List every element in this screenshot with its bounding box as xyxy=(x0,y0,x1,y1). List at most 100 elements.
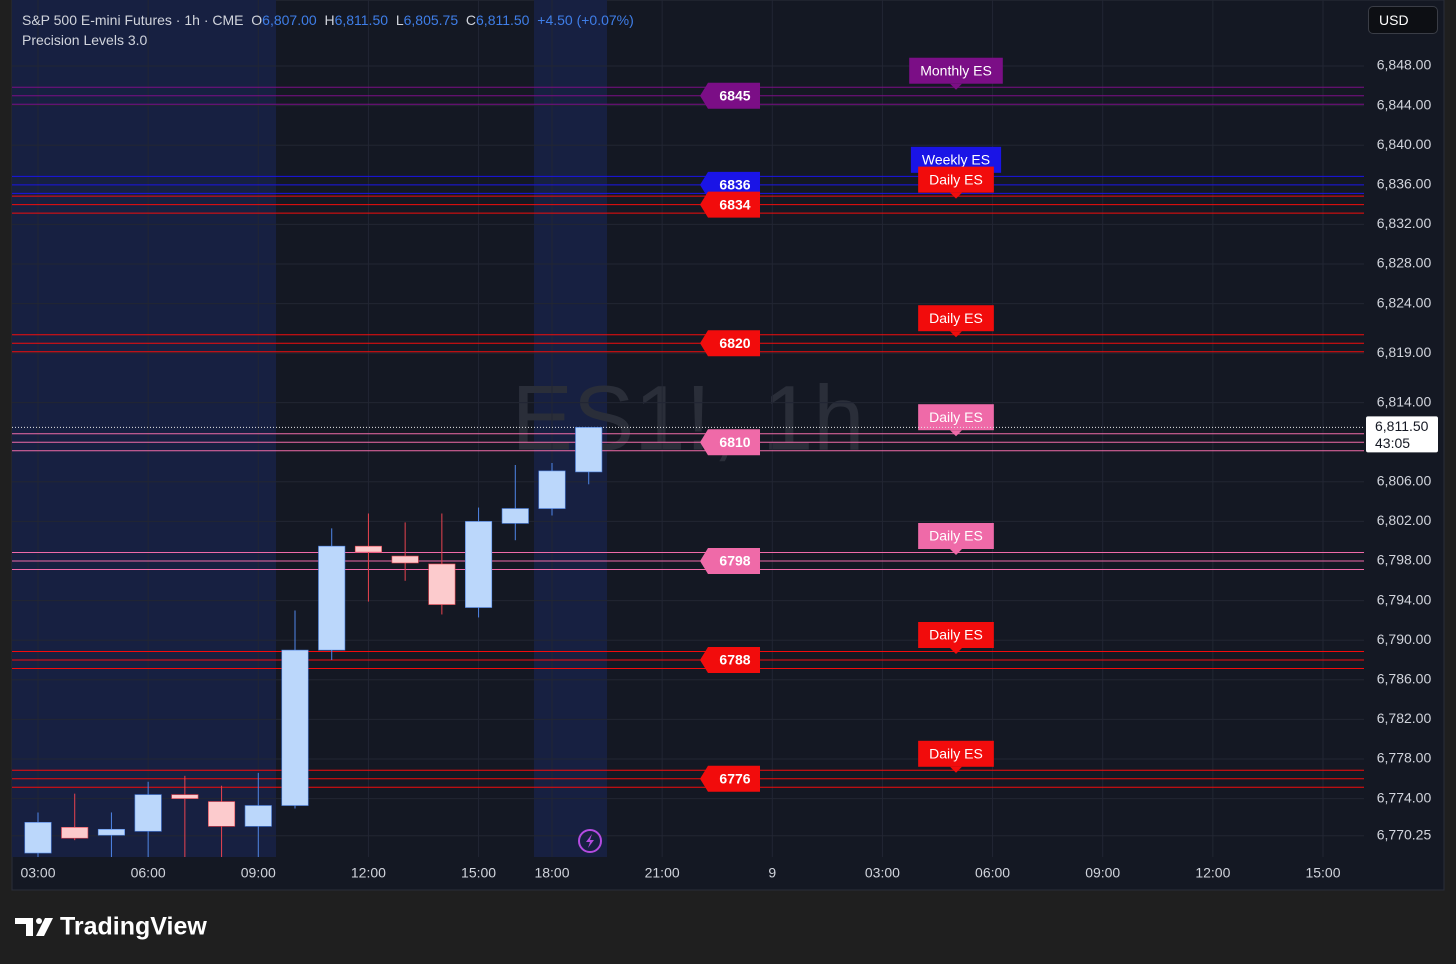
ohlc-value: 6,811.50 xyxy=(476,12,530,28)
x-tick-label: 12:00 xyxy=(1195,865,1230,881)
level-tag: Daily ES xyxy=(929,528,983,544)
x-tick-label: 12:00 xyxy=(351,865,386,881)
y-tick-label: 6,836.00 xyxy=(1377,176,1432,192)
level-tag-box xyxy=(918,621,994,648)
logo: TradingView xyxy=(15,913,207,941)
last-price-label: 6,811.50 xyxy=(1375,418,1429,434)
last-price-box xyxy=(1366,416,1438,453)
candle-body xyxy=(575,427,603,473)
candle-body xyxy=(318,545,346,651)
x-tick-label: 06:00 xyxy=(131,865,166,881)
y-tick-label: 6,786.00 xyxy=(1377,671,1432,687)
level-tag-pointer xyxy=(950,192,962,199)
y-tick-label: 6,794.00 xyxy=(1377,591,1432,607)
level-price-label: 6834 xyxy=(719,196,750,212)
x-tick-label: 18:00 xyxy=(534,865,569,881)
y-tick-label: 6,782.00 xyxy=(1377,710,1432,726)
watermark: ES1!, 1h xyxy=(512,367,865,469)
y-tick-label: 6,814.00 xyxy=(1377,393,1432,409)
y-tick-label: 6,806.00 xyxy=(1377,473,1432,489)
x-tick-label: 09:00 xyxy=(1085,865,1120,881)
ohlc-value: 6,805.75 xyxy=(403,12,459,28)
x-tick-label: 06:00 xyxy=(975,865,1010,881)
ohlc-key: C xyxy=(465,12,477,28)
level-tag-box xyxy=(909,57,1003,84)
y-tick-label: 6,778.00 xyxy=(1377,750,1432,766)
candle-body xyxy=(428,563,456,605)
ohlc-value: 6,811.50 xyxy=(334,12,389,28)
countdown: 43:05 xyxy=(1375,435,1410,451)
y-tick-label: 6,819.00 xyxy=(1377,344,1432,360)
level-price-box xyxy=(700,429,760,456)
level-price-label: 6836 xyxy=(719,177,750,193)
candles xyxy=(24,427,603,857)
level-tag: Daily ES xyxy=(929,171,983,187)
y-tick-label: 6,798.00 xyxy=(1377,552,1432,568)
y-tick-label: 6,848.00 xyxy=(1377,57,1432,73)
level-tag-box xyxy=(918,305,994,332)
level-tag: Daily ES xyxy=(929,745,983,761)
y-tick-label: 6,844.00 xyxy=(1377,96,1432,112)
level-tag-box xyxy=(918,404,994,431)
candle-body xyxy=(354,545,382,553)
ohlc-value: 6,807.00 xyxy=(262,12,317,28)
y-tick-label: 6,802.00 xyxy=(1377,512,1432,528)
x-tick-label: 09:00 xyxy=(241,865,276,881)
ohlc-key: L xyxy=(395,12,404,28)
level-tag: Daily ES xyxy=(929,310,983,326)
candle-body xyxy=(61,827,89,839)
ohlc-change: +4.50 (+0.07%) xyxy=(537,12,634,28)
level-tag-box xyxy=(918,166,994,193)
x-tick-label: 15:00 xyxy=(461,865,496,881)
level-price-box xyxy=(700,548,760,575)
level-price-label: 6776 xyxy=(719,770,750,786)
level-tag: Daily ES xyxy=(929,409,983,425)
level-price-label: 6845 xyxy=(719,87,750,103)
level-tag-pointer xyxy=(950,647,962,654)
indicator-name: Precision Levels 3.0 xyxy=(22,32,148,48)
levels: 6845 Monthly ES 6836 Weekly ES 6834 Daily ES 6… xyxy=(12,57,1364,792)
level-price-box xyxy=(700,646,760,673)
candle-body xyxy=(244,805,272,827)
logo-text: TradingView xyxy=(60,913,207,941)
level-price-box xyxy=(700,191,760,218)
y-tick-label: 6,790.00 xyxy=(1377,631,1432,647)
level-price-box xyxy=(700,82,760,109)
candle-body xyxy=(281,649,309,806)
level-price-label: 6798 xyxy=(719,553,750,569)
currency-button[interactable]: USD xyxy=(1368,6,1438,34)
alert-icon[interactable] xyxy=(578,829,602,853)
x-tick-label: 03:00 xyxy=(20,865,55,881)
ohlc-key: H xyxy=(324,12,335,28)
level-price-label: 6788 xyxy=(719,652,750,668)
x-tick-label: 03:00 xyxy=(865,865,900,881)
candle-body xyxy=(24,822,52,854)
level-price-box xyxy=(700,330,760,357)
session-shade xyxy=(12,0,276,857)
grid xyxy=(12,0,1364,857)
level-tag-pointer xyxy=(950,331,962,338)
level-tag: Monthly ES xyxy=(920,62,992,78)
level-tag-box xyxy=(918,523,994,550)
level-price-box xyxy=(700,171,760,198)
candle-body xyxy=(134,794,162,832)
candle-body xyxy=(501,508,529,524)
y-tick-label: 6,840.00 xyxy=(1377,136,1432,152)
candle-body xyxy=(538,470,566,509)
level-tag-pointer xyxy=(950,83,962,90)
y-tick-label: 6,824.00 xyxy=(1377,294,1432,310)
ohlc-key: O xyxy=(251,12,263,28)
candle-body xyxy=(97,828,125,836)
level-price-label: 6820 xyxy=(719,335,750,351)
level-tag: Daily ES xyxy=(929,627,983,643)
level-tag-pointer xyxy=(950,549,962,556)
x-tick-label: 21:00 xyxy=(645,865,680,881)
candle-body xyxy=(171,794,199,799)
logo-mark xyxy=(36,918,42,924)
x-tick-label: 15:00 xyxy=(1305,865,1340,881)
axes: 6,848.00 6,844.00 6,840.00 6,836.00 6,832.00… xyxy=(20,57,1438,881)
y-tick-label: 6,770.25 xyxy=(1377,826,1432,842)
x-tick-label: 9 xyxy=(768,865,776,881)
